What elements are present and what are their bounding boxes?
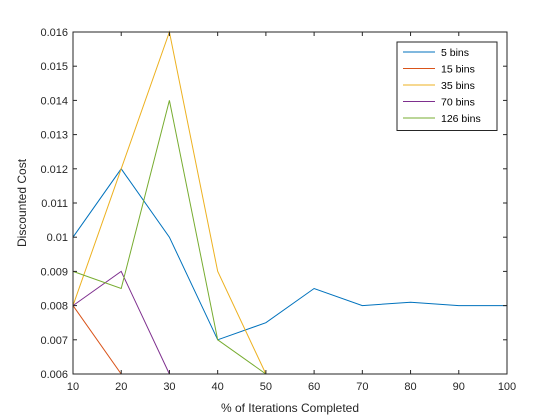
y-tick-label: 0.006	[40, 369, 68, 381]
x-tick-label: 80	[404, 381, 416, 393]
x-tick-label: 70	[356, 381, 368, 393]
x-tick-label: 40	[212, 381, 224, 393]
legend: 5 bins 15 bins 35 bins 70 bins 126 bins	[396, 41, 498, 131]
legend-label-35-bins: 35 bins	[441, 80, 475, 92]
y-tick-label: 0.007	[40, 335, 68, 347]
y-tick-label: 0.009	[40, 266, 68, 278]
y-axis-label: Discounted Cost	[15, 158, 29, 247]
series-line-5-bins	[72, 167, 507, 341]
y-tick-label: 0.008	[40, 301, 68, 313]
legend-box	[396, 41, 498, 131]
y-tick-label: 0.016	[40, 27, 68, 39]
x-tick-label: 90	[453, 381, 465, 393]
legend-label-15-bins: 15 bins	[441, 64, 475, 76]
x-tick-label: 50	[260, 381, 272, 393]
y-tick-label: 0.012	[40, 164, 68, 176]
x-axis: 10 20 30 40 50 60 70 80 90 100	[67, 32, 516, 393]
y-tick-label: 0.015	[40, 61, 68, 73]
x-tick-label: 30	[163, 381, 175, 393]
legend-label-70-bins: 70 bins	[441, 97, 475, 109]
y-tick-label: 0.014	[40, 95, 68, 107]
x-tick-label: 20	[115, 381, 127, 393]
legend-label-5-bins: 5 bins	[441, 47, 469, 59]
y-tick-label: 0.011	[41, 198, 68, 210]
legend-label-126-bins: 126 bins	[441, 113, 481, 125]
x-tick-label: 100	[498, 381, 516, 393]
y-axis: 0.006 0.007 0.008 0.009 0.01 0.011 0.012 0.013 0…	[40, 27, 507, 381]
y-tick-label: 0.013	[40, 130, 68, 142]
x-axis-label: % of Iterations Completed	[221, 401, 359, 415]
y-tick-label: 0.01	[47, 232, 68, 244]
x-tick-label: 60	[308, 381, 320, 393]
x-tick-label: 10	[67, 381, 79, 393]
